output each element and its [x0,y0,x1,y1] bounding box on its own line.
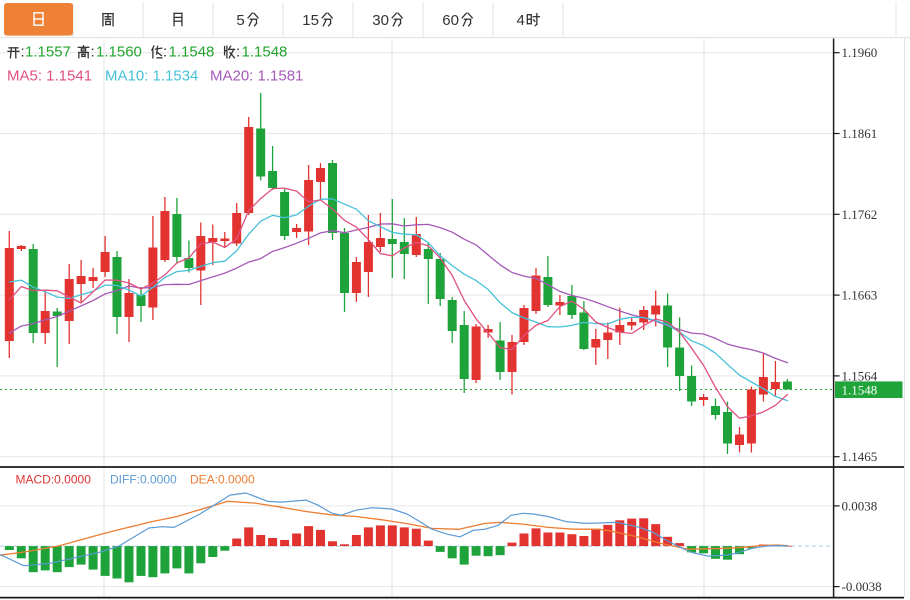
svg-text:15: 15 [302,12,319,29]
svg-text:1.1548: 1.1548 [842,382,878,397]
svg-text::: : [236,44,240,61]
svg-text:MA5: 1.1541: MA5: 1.1541 [7,68,92,85]
svg-text:DIFF:0.0000: DIFF:0.0000 [110,473,177,487]
svg-text:1.1960: 1.1960 [842,45,878,60]
svg-text:MACD:0.0000: MACD:0.0000 [16,473,92,487]
svg-text:30: 30 [372,12,389,29]
svg-text:MA10: 1.1534: MA10: 1.1534 [105,68,198,85]
svg-text::: : [91,44,95,61]
svg-text:5: 5 [236,12,244,29]
svg-text:1.1564: 1.1564 [842,368,878,383]
svg-text:1.1548: 1.1548 [169,44,215,61]
svg-text:1.1548: 1.1548 [242,44,288,61]
svg-text:DEA:0.0000: DEA:0.0000 [190,473,255,487]
svg-text:1.1861: 1.1861 [842,126,878,141]
svg-text:1.1465: 1.1465 [842,449,878,464]
svg-text:1.1557: 1.1557 [25,44,71,61]
svg-text:1.1762: 1.1762 [842,207,878,222]
svg-text:1.1663: 1.1663 [842,288,878,303]
svg-text:4: 4 [517,12,525,29]
svg-text:-0.0038: -0.0038 [842,579,882,594]
svg-text:1.1560: 1.1560 [96,44,142,61]
svg-text:60: 60 [442,12,459,29]
svg-text::: : [163,44,167,61]
svg-text::: : [21,44,25,61]
svg-text:0.0038: 0.0038 [842,498,878,513]
svg-text:MA20: 1.1581: MA20: 1.1581 [210,68,303,85]
